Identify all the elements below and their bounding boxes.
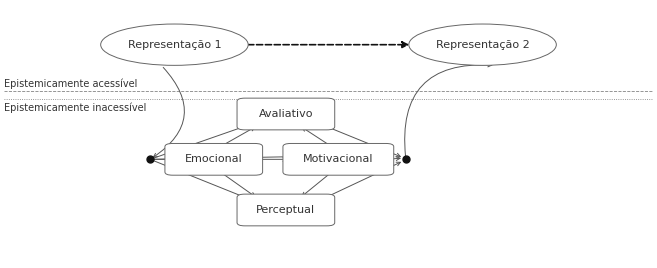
- FancyArrowPatch shape: [153, 125, 248, 158]
- FancyArrowPatch shape: [302, 174, 330, 196]
- Text: Perceptual: Perceptual: [256, 205, 315, 215]
- FancyArrowPatch shape: [302, 128, 329, 145]
- FancyArrowPatch shape: [153, 157, 172, 161]
- Ellipse shape: [409, 24, 556, 65]
- Text: Avaliativo: Avaliativo: [259, 109, 313, 119]
- Text: Representação 2: Representação 2: [436, 40, 530, 50]
- FancyArrowPatch shape: [258, 157, 287, 161]
- Ellipse shape: [101, 24, 248, 65]
- FancyArrowPatch shape: [152, 160, 248, 199]
- FancyBboxPatch shape: [237, 194, 334, 226]
- FancyBboxPatch shape: [283, 143, 394, 175]
- FancyBboxPatch shape: [165, 143, 263, 175]
- Text: Motivacional: Motivacional: [303, 154, 374, 164]
- FancyBboxPatch shape: [237, 98, 334, 130]
- FancyArrowPatch shape: [153, 67, 185, 157]
- Text: Representação 1: Representação 1: [127, 40, 221, 50]
- Text: Epistemicamente inacessível: Epistemicamente inacessível: [4, 102, 147, 113]
- FancyArrowPatch shape: [389, 157, 400, 161]
- FancyArrowPatch shape: [153, 155, 290, 159]
- FancyArrowPatch shape: [223, 174, 255, 196]
- FancyArrowPatch shape: [323, 125, 400, 157]
- Text: Emocional: Emocional: [185, 154, 242, 164]
- Text: Epistemicamente acessível: Epistemicamente acessível: [4, 78, 137, 89]
- FancyArrowPatch shape: [223, 127, 255, 145]
- FancyArrowPatch shape: [323, 162, 400, 199]
- FancyArrowPatch shape: [405, 63, 492, 157]
